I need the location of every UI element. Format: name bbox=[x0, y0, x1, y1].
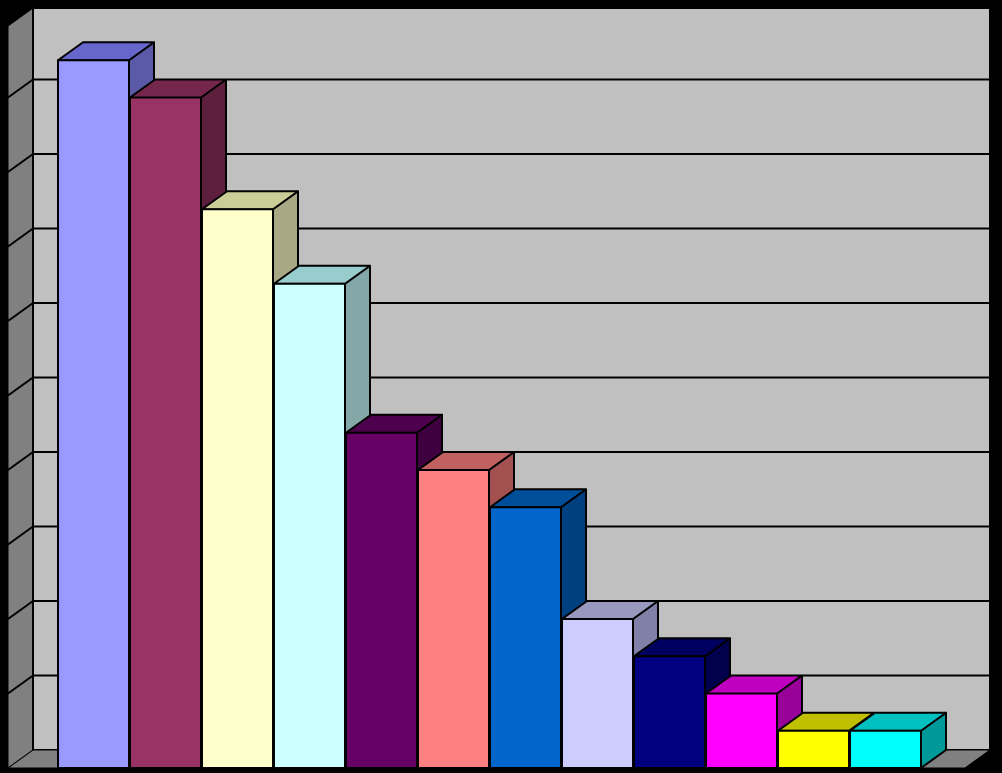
bar-front bbox=[57, 59, 130, 769]
bar bbox=[345, 413, 443, 769]
gridline-side bbox=[7, 376, 34, 397]
side-wall bbox=[7, 7, 34, 769]
gridline-side bbox=[7, 78, 34, 99]
bar-front bbox=[201, 208, 274, 769]
bar-front bbox=[849, 729, 922, 769]
bar-front bbox=[273, 282, 346, 769]
gridline-side bbox=[7, 153, 34, 173]
bar-front bbox=[489, 506, 562, 769]
gridline-side bbox=[7, 451, 34, 471]
gridline-side bbox=[7, 302, 34, 322]
bar-front bbox=[777, 729, 850, 769]
bars bbox=[57, 41, 947, 769]
gridline-side bbox=[7, 227, 34, 248]
gridline-side bbox=[7, 674, 34, 695]
bar-front bbox=[345, 431, 418, 769]
bar-front bbox=[705, 692, 778, 769]
bar-front bbox=[633, 655, 706, 769]
bar bbox=[849, 711, 947, 769]
gridline-side bbox=[7, 525, 34, 546]
bar-front bbox=[129, 96, 202, 769]
gridline-side bbox=[7, 600, 34, 620]
bar-front bbox=[417, 469, 490, 769]
bar-front bbox=[561, 618, 634, 769]
